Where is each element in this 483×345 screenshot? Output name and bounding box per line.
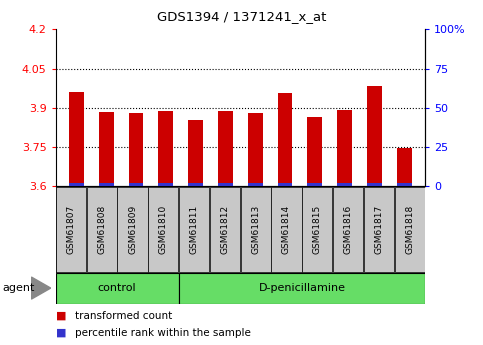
FancyBboxPatch shape — [56, 273, 179, 304]
Text: agent: agent — [2, 283, 35, 293]
Text: GSM61814: GSM61814 — [282, 205, 291, 254]
Bar — [248, 112, 263, 186]
Text: percentile rank within the sample: percentile rank within the sample — [75, 328, 251, 338]
Bar — [188, 120, 203, 186]
FancyBboxPatch shape — [117, 187, 148, 272]
Text: D-penicillamine: D-penicillamine — [258, 283, 345, 293]
Text: control: control — [98, 283, 136, 293]
Text: GSM61817: GSM61817 — [374, 205, 384, 254]
Text: GSM61808: GSM61808 — [97, 205, 106, 254]
Bar — [69, 183, 84, 186]
Text: ■: ■ — [56, 328, 66, 338]
Bar — [278, 183, 292, 186]
Polygon shape — [31, 277, 51, 299]
Text: GSM61816: GSM61816 — [343, 205, 353, 254]
Text: GSM61818: GSM61818 — [405, 205, 414, 254]
Bar — [337, 183, 352, 186]
Bar — [337, 110, 352, 186]
Bar — [188, 183, 203, 186]
Bar — [397, 148, 412, 186]
Bar — [218, 111, 233, 186]
FancyBboxPatch shape — [241, 187, 271, 272]
FancyBboxPatch shape — [395, 187, 425, 272]
FancyBboxPatch shape — [179, 187, 209, 272]
Bar — [158, 111, 173, 186]
FancyBboxPatch shape — [179, 273, 425, 304]
Bar — [307, 117, 322, 186]
Bar — [99, 112, 114, 186]
Text: GSM61813: GSM61813 — [251, 205, 260, 254]
FancyBboxPatch shape — [86, 187, 117, 272]
Text: GSM61809: GSM61809 — [128, 205, 137, 254]
Text: GSM61810: GSM61810 — [159, 205, 168, 254]
Bar — [158, 183, 173, 186]
Text: GSM61811: GSM61811 — [190, 205, 199, 254]
FancyBboxPatch shape — [56, 186, 425, 273]
Text: GSM61812: GSM61812 — [220, 205, 229, 254]
Text: transformed count: transformed count — [75, 311, 172, 321]
Bar — [278, 93, 292, 186]
FancyBboxPatch shape — [333, 187, 363, 272]
Text: GSM61815: GSM61815 — [313, 205, 322, 254]
FancyBboxPatch shape — [148, 187, 178, 272]
Bar — [397, 183, 412, 186]
Text: GDS1394 / 1371241_x_at: GDS1394 / 1371241_x_at — [157, 10, 326, 23]
Text: GSM61807: GSM61807 — [67, 205, 75, 254]
Bar — [307, 183, 322, 186]
Bar — [99, 183, 114, 186]
FancyBboxPatch shape — [56, 187, 86, 272]
Bar — [69, 92, 84, 186]
Bar — [218, 183, 233, 186]
Bar — [367, 183, 382, 186]
FancyBboxPatch shape — [271, 187, 301, 272]
Bar — [128, 112, 143, 186]
FancyBboxPatch shape — [210, 187, 240, 272]
FancyBboxPatch shape — [302, 187, 332, 272]
Bar — [367, 86, 382, 186]
Bar — [128, 183, 143, 186]
Bar — [248, 183, 263, 186]
Text: ■: ■ — [56, 311, 66, 321]
FancyBboxPatch shape — [364, 187, 394, 272]
